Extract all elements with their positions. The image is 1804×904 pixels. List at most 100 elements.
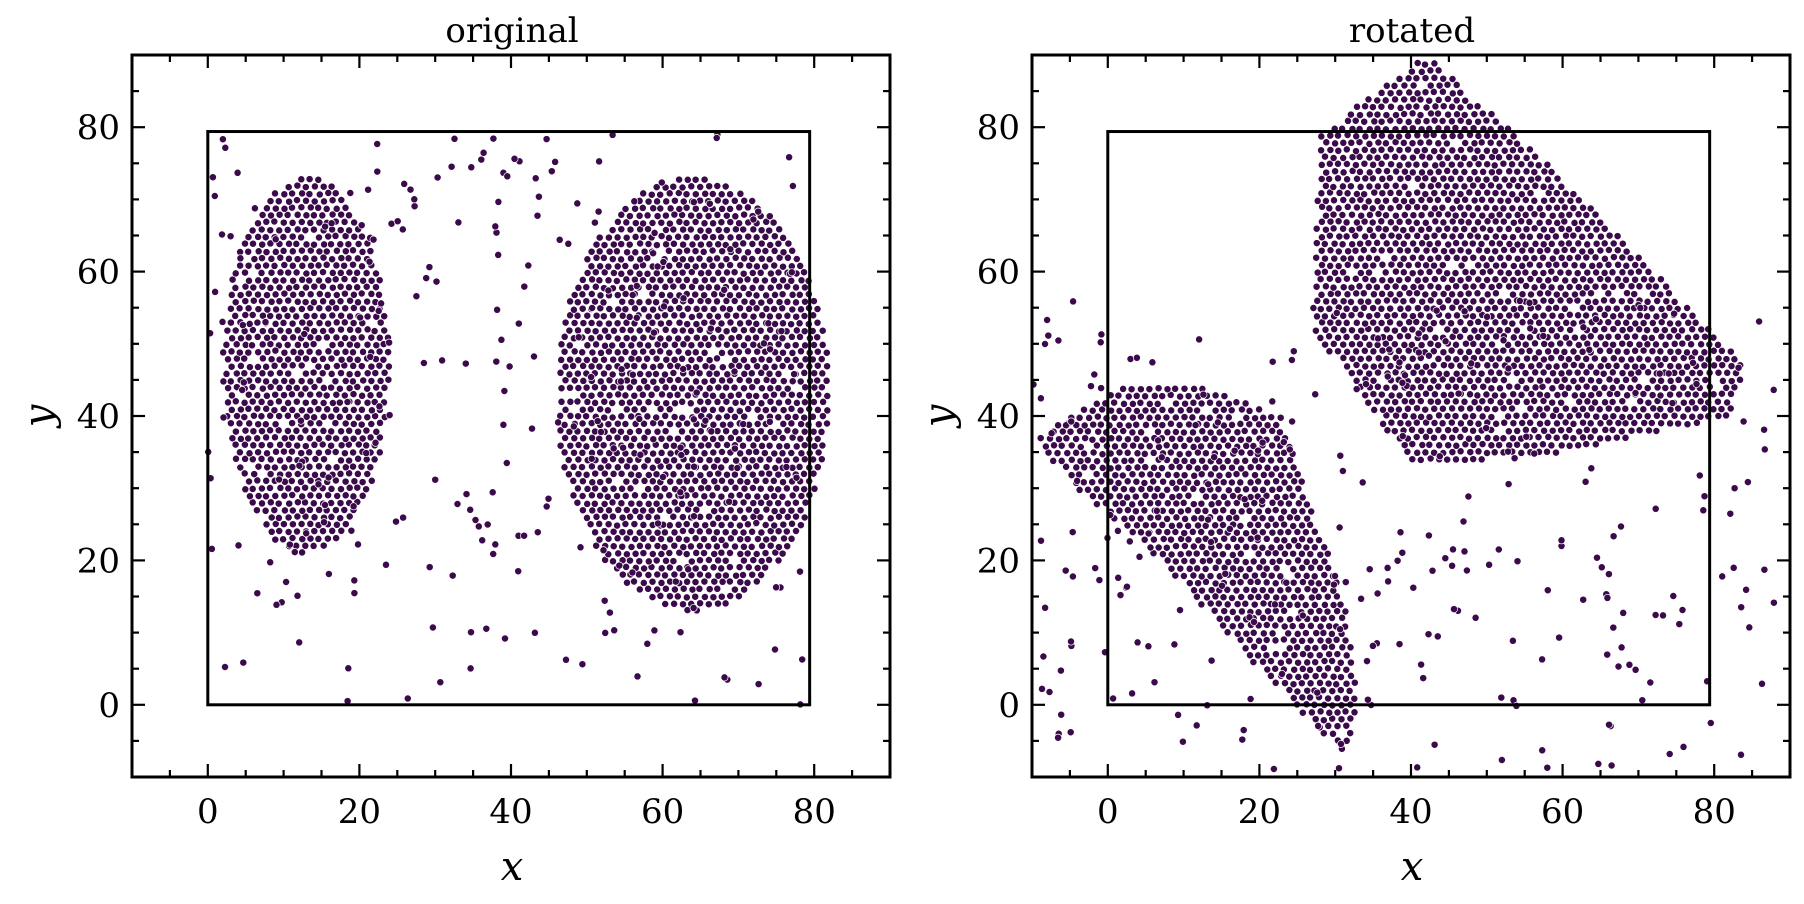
scatter-point [1413,188,1422,197]
scatter-point [1332,635,1341,644]
scatter-point [788,246,797,255]
scatter-point [1451,383,1460,391]
scatter-point [328,311,337,320]
scatter-point [640,476,649,485]
scatter-point [813,463,822,472]
scatter-point [341,419,350,428]
scatter-point [1119,485,1128,494]
scatter-point [1592,225,1601,234]
scatter-point [1306,550,1315,559]
scatter-point [1355,368,1364,377]
scatter-point [1334,217,1343,226]
scatter-point [714,226,723,234]
scatter-point [283,411,292,420]
scatter-point [644,225,652,234]
scatter-point [566,383,574,392]
scatter-point [346,296,355,305]
scatter-point [1377,217,1386,226]
scatter-point [279,233,288,241]
scatter-point [1487,368,1495,377]
scatter-point [736,535,745,544]
scatter-point [1369,276,1378,285]
scatter-point [1564,355,1573,364]
scatter-point [1635,311,1644,320]
scatter-point [695,355,704,364]
scatter-point [1548,311,1557,320]
scatter-point [1534,303,1543,312]
scatter-point [726,261,735,270]
scatter-point [778,334,787,343]
scatter-point [1492,332,1501,341]
scatter-point [740,196,749,205]
scatter-point [1482,390,1491,399]
scatter-point [788,491,797,500]
scatter-point [643,639,652,648]
scatter-point [626,225,635,234]
scatter-point [770,405,778,414]
scatter-point [1569,190,1578,199]
scatter-point [796,521,805,530]
scatter-point [1582,440,1591,449]
scatter-point [770,232,779,241]
scatter-point [591,268,600,277]
scatter-point [1237,535,1246,544]
scatter-point [1521,411,1530,420]
scatter-point [1365,340,1374,349]
scatter-point [257,297,266,306]
scatter-point [604,319,613,328]
scatter-point [1201,506,1210,515]
scatter-point [570,319,579,327]
scatter-point [1298,664,1307,673]
scatter-point [1600,282,1609,291]
scatter-point [1214,557,1223,566]
scatter-point [310,398,319,407]
scatter-point [1361,232,1370,241]
scatter-point [280,391,288,400]
scatter-point [1451,211,1460,220]
scatter-point [1631,275,1640,284]
scatter-point [1193,448,1202,457]
scatter-point [1444,110,1453,119]
scatter-point [1474,347,1483,356]
scatter-point [817,455,826,464]
scatter-point [774,340,783,349]
scatter-point [1539,253,1547,262]
scatter-point [600,355,608,364]
scatter-point [1332,592,1341,601]
scatter-point [819,397,828,406]
scatter-point [1320,543,1329,552]
scatter-point [696,599,705,608]
scatter-point [1644,368,1653,377]
scatter-point [292,312,301,321]
scatter-point [1409,211,1418,220]
scatter-point [1527,246,1536,255]
scatter-point [1683,304,1692,312]
scatter-point [305,175,314,184]
scatter-point [1328,614,1336,622]
scatter-point [293,196,301,205]
scatter-point [1115,506,1124,515]
scatter-point [587,319,596,327]
scatter-point [337,427,346,436]
scatter-point [771,320,779,328]
scatter-point [324,491,333,500]
scatter-point [236,463,245,472]
scatter-point [392,517,400,526]
scatter-point [1290,536,1299,545]
scatter-point [1352,190,1361,198]
scatter-point [669,369,678,377]
scatter-point [266,226,275,235]
scatter-point [710,290,719,299]
scatter-point [241,311,250,319]
scatter-point [823,406,832,415]
scatter-point [1586,332,1595,341]
scatter-point [298,548,307,557]
scatter-point [1683,362,1692,371]
scatter-point [1421,333,1430,342]
scatter-point [1285,644,1294,653]
scatter-point [1569,231,1578,240]
scatter-point [800,398,809,407]
scatter-point [627,412,636,421]
scatter-point [293,470,302,478]
scatter-point [640,319,648,328]
